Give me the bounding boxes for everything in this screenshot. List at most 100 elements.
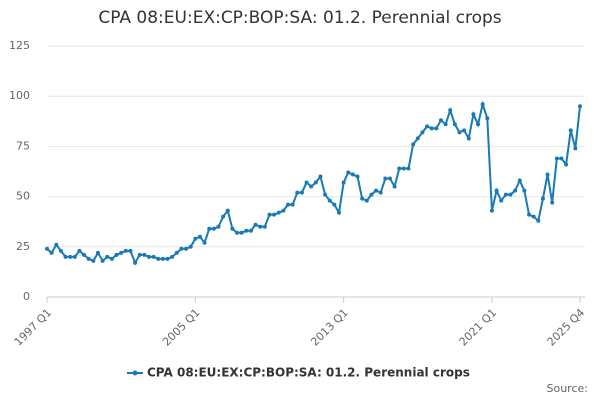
data-point	[123, 248, 128, 253]
data-point	[350, 172, 355, 177]
data-point	[503, 192, 508, 197]
data-point	[531, 214, 536, 219]
data-point	[216, 224, 221, 229]
data-point	[527, 212, 532, 217]
data-point	[142, 252, 147, 257]
data-point	[536, 218, 541, 223]
data-point	[485, 116, 490, 121]
data-point	[429, 126, 434, 131]
legend-marker	[132, 370, 138, 376]
data-point	[295, 190, 300, 195]
chart-title: CPA 08:EU:EX:CP:BOP:SA: 01.2. Perennial …	[98, 8, 501, 28]
data-point	[346, 170, 351, 175]
data-point	[332, 202, 337, 207]
data-point	[457, 130, 462, 135]
data-point	[207, 226, 212, 231]
data-point	[406, 166, 411, 171]
data-point	[568, 128, 573, 133]
data-point	[253, 222, 258, 227]
data-point	[77, 248, 82, 253]
data-point	[378, 190, 383, 195]
data-point	[63, 254, 68, 259]
data-point	[188, 244, 193, 249]
data-point	[452, 122, 457, 127]
y-tick-label: 25	[16, 240, 30, 253]
data-point	[323, 192, 328, 197]
data-point	[109, 256, 114, 261]
data-point	[415, 136, 420, 141]
data-point	[517, 178, 522, 183]
data-point	[508, 192, 513, 197]
data-point	[420, 130, 425, 135]
data-point	[276, 210, 281, 215]
data-point	[221, 214, 226, 219]
data-point	[156, 256, 161, 261]
data-point	[355, 174, 360, 179]
y-tick-label: 100	[9, 89, 30, 102]
data-point	[128, 248, 133, 253]
data-point	[387, 176, 392, 181]
data-point	[225, 208, 230, 213]
data-point	[462, 128, 467, 133]
data-point	[281, 208, 286, 213]
data-point	[438, 118, 443, 123]
data-point	[513, 188, 518, 193]
data-point	[290, 202, 295, 207]
data-point	[341, 180, 346, 185]
data-point	[133, 260, 138, 265]
data-point	[564, 162, 569, 167]
data-point	[299, 190, 304, 195]
data-point	[82, 252, 87, 257]
data-point	[480, 102, 485, 107]
data-point	[146, 254, 151, 259]
data-point	[114, 252, 119, 257]
data-point	[471, 112, 476, 117]
data-point	[304, 180, 309, 185]
data-point	[327, 198, 332, 203]
data-point	[91, 258, 96, 263]
data-point	[443, 122, 448, 127]
data-point	[286, 202, 291, 207]
data-point	[119, 250, 124, 255]
data-point	[489, 208, 494, 213]
data-point	[522, 188, 527, 193]
data-point	[578, 104, 582, 109]
data-point	[313, 180, 318, 185]
data-point	[151, 254, 156, 259]
data-point	[86, 256, 91, 261]
data-point	[411, 142, 416, 147]
data-point	[383, 176, 388, 181]
data-point	[262, 224, 267, 229]
data-point	[476, 122, 481, 127]
data-point	[100, 258, 105, 263]
data-point	[244, 228, 249, 233]
data-point	[193, 236, 198, 241]
data-point	[95, 250, 100, 255]
y-tick-label: 50	[16, 190, 30, 203]
data-point	[392, 184, 397, 189]
data-point	[184, 246, 189, 251]
data-point	[239, 230, 244, 235]
data-point	[499, 198, 504, 203]
data-point	[466, 136, 471, 141]
data-point	[174, 250, 179, 255]
data-point	[448, 108, 453, 113]
x-tick-label: 1997 Q1	[12, 306, 55, 349]
data-point	[230, 226, 235, 231]
data-point	[197, 234, 202, 239]
data-point	[235, 230, 240, 235]
data-point	[434, 126, 439, 131]
data-point	[258, 224, 263, 229]
data-point	[58, 248, 63, 253]
data-point	[554, 156, 559, 161]
data-point	[364, 198, 369, 203]
data-point	[318, 174, 323, 179]
data-point	[165, 256, 170, 261]
data-point	[105, 254, 110, 259]
data-point	[360, 196, 365, 201]
x-tick-label: 2005 Q1	[160, 306, 203, 349]
data-point	[401, 166, 406, 171]
data-point	[309, 184, 314, 189]
